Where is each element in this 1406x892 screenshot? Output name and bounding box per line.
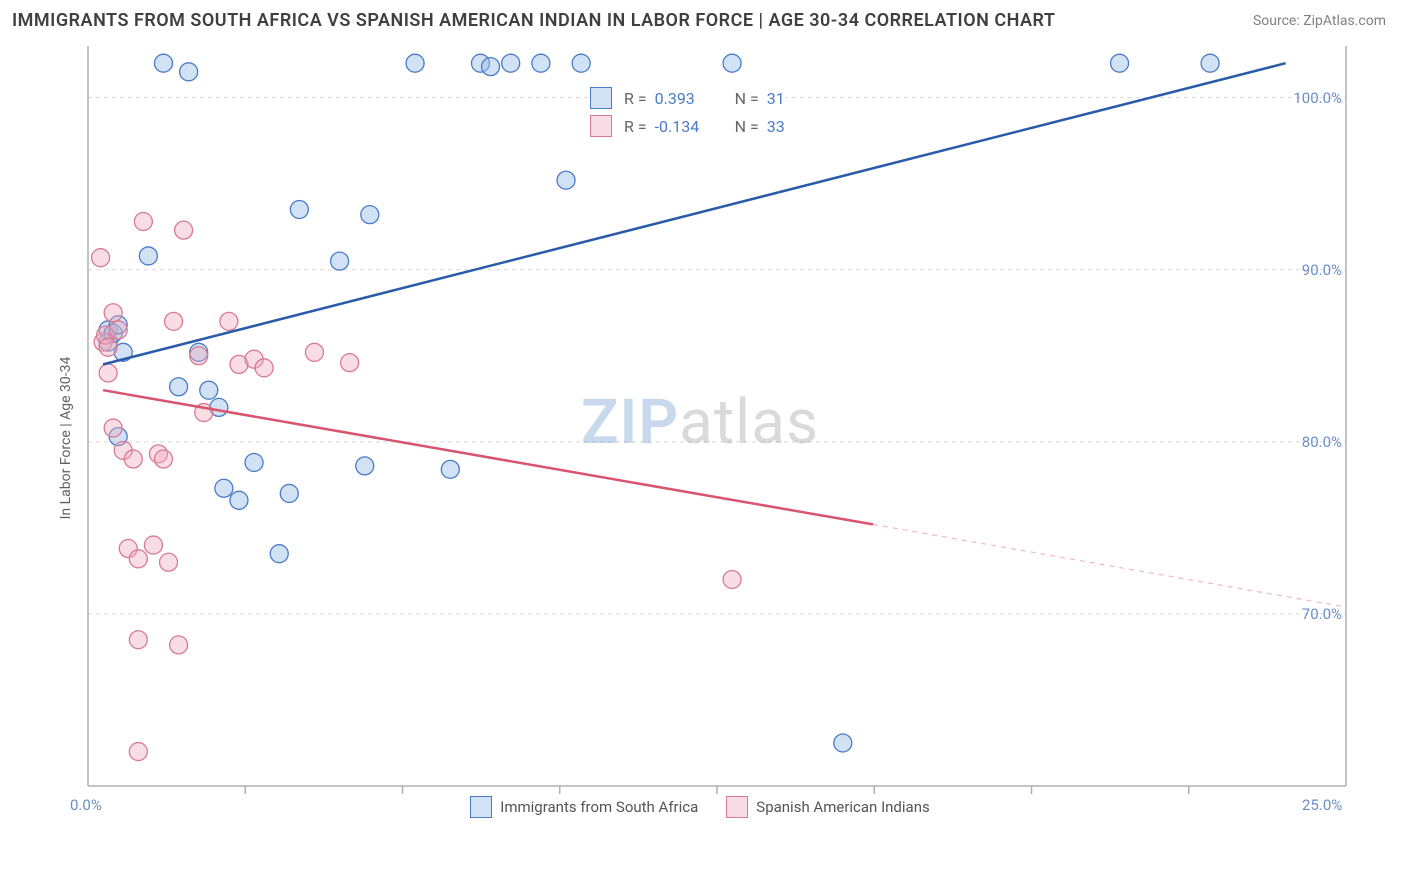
- n-value-series1: 31: [767, 89, 785, 108]
- legend-row-series1: R = 0.393 N = 31: [590, 84, 785, 112]
- n-label: N =: [735, 89, 759, 108]
- scatter-plot: [50, 40, 1350, 820]
- r-value-series1: 0.393: [655, 89, 715, 108]
- legend-item-series2: Spanish American Indians: [726, 796, 929, 818]
- source-label: Source: ZipAtlas.com: [1253, 13, 1386, 29]
- series-legend: Immigrants from South Africa Spanish Ame…: [50, 796, 1350, 818]
- r-label: R =: [624, 117, 647, 136]
- legend-label-series1: Immigrants from South Africa: [500, 798, 698, 816]
- chart-container: In Labor Force | Age 30-34 ZIPatlas R = …: [50, 40, 1350, 820]
- swatch-series1: [590, 87, 612, 109]
- y-tick-label: 90.0%: [1302, 261, 1342, 279]
- r-value-series2: -0.134: [655, 117, 715, 136]
- n-value-series2: 33: [767, 117, 785, 136]
- page-title: IMMIGRANTS FROM SOUTH AFRICA VS SPANISH …: [12, 10, 1055, 31]
- r-label: R =: [624, 89, 647, 108]
- swatch-series2-bottom: [726, 796, 748, 818]
- n-label: N =: [735, 117, 759, 136]
- legend-row-series2: R = -0.134 N = 33: [590, 112, 785, 140]
- correlation-legend: R = 0.393 N = 31 R = -0.134 N = 33: [590, 84, 785, 140]
- y-tick-label: 70.0%: [1302, 605, 1342, 623]
- y-tick-label: 100.0%: [1293, 89, 1342, 107]
- legend-item-series1: Immigrants from South Africa: [470, 796, 698, 818]
- swatch-series2: [590, 115, 612, 137]
- y-tick-label: 80.0%: [1302, 433, 1342, 451]
- legend-label-series2: Spanish American Indians: [756, 798, 929, 816]
- swatch-series1-bottom: [470, 796, 492, 818]
